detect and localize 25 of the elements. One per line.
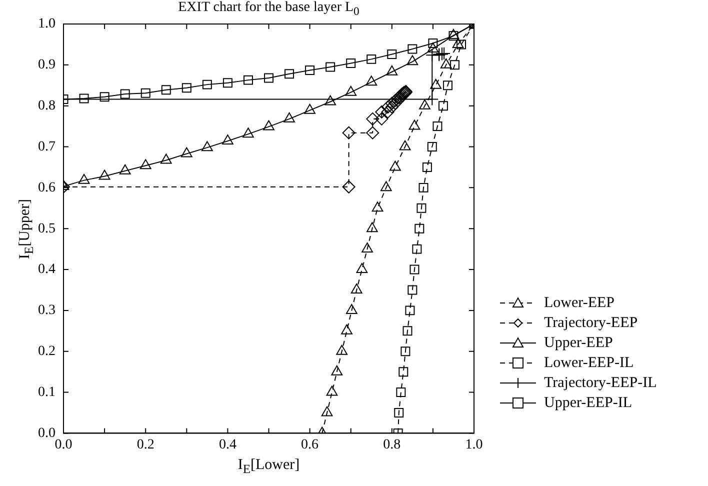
x-tick-label: 0.0	[54, 437, 72, 452]
x-tick-label: 0.8	[383, 437, 401, 452]
x-tick-label: 0.6	[301, 437, 319, 452]
x-tick-label: 1.0	[465, 437, 483, 452]
y-tick-label: 0.9	[38, 58, 56, 73]
y-tick-label: 0.2	[38, 344, 56, 360]
chart-title: EXIT chart for the base layer L$_{0}$	[178, 0, 360, 18]
y-tick-label: 1.0	[38, 16, 56, 32]
x-tick-label: 0.4	[218, 437, 236, 452]
y-tick-label: 0.6	[38, 180, 56, 196]
y-tick-label: 0.8	[38, 98, 56, 114]
legend-label: Upper-EEP-IL	[544, 394, 632, 412]
y-tick-label: 0.1	[38, 384, 56, 400]
legend-label: Lower-EEP	[544, 294, 615, 312]
y-tick-label: 0.5	[38, 221, 56, 236]
legend-label: Lower-EEP-IL	[544, 354, 634, 372]
legend-label: Upper-EEP	[544, 334, 613, 352]
y-tick-label: 0.4	[38, 262, 56, 278]
y-tick-label: 0.0	[38, 426, 56, 441]
legend-label: Trajectory-EEP	[544, 314, 638, 332]
x-tick-label: 0.2	[136, 437, 154, 452]
legend-label: Trajectory-EEP-IL	[544, 374, 657, 392]
y-tick-label: 0.7	[38, 139, 56, 154]
y-tick-label: 0.3	[38, 303, 56, 318]
x-axis-title: I$_{E}$[Lower]	[238, 457, 300, 478]
